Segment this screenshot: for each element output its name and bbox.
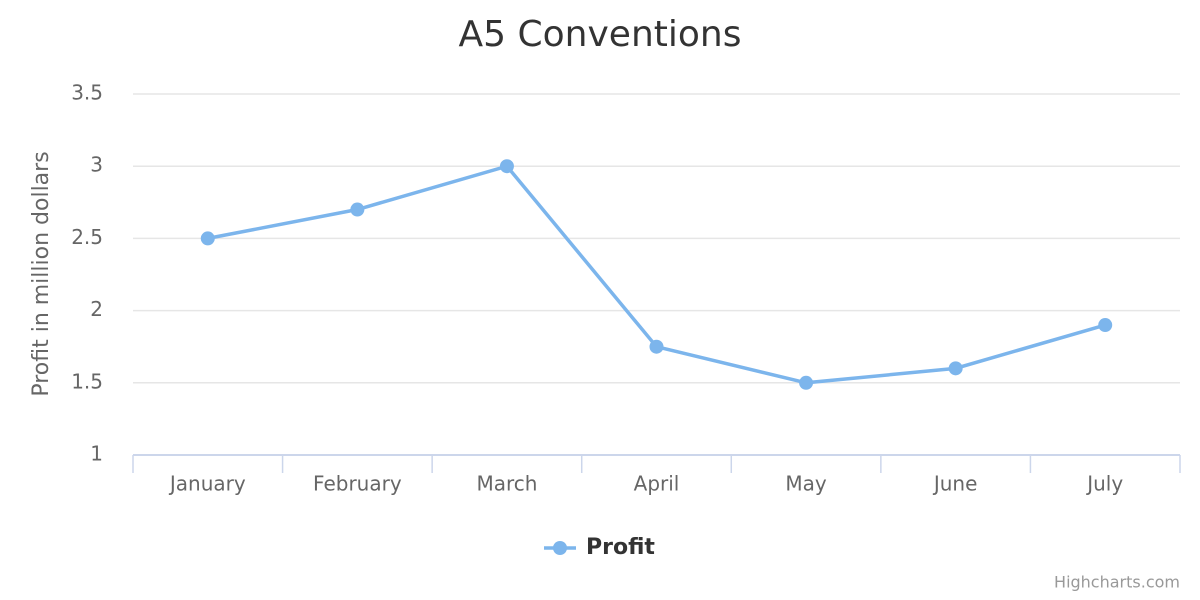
x-tick-label: June (932, 472, 978, 496)
y-tick-label: 1.5 (71, 369, 103, 393)
y-tick-label: 2.5 (71, 225, 103, 249)
y-tick-label: 2 (90, 297, 103, 321)
point (1098, 318, 1113, 333)
y-tick-label: 3 (90, 153, 103, 177)
chart-title: A5 Conventions (459, 14, 742, 55)
x-tick-label: April (634, 472, 680, 496)
y-tick-label: 1 (90, 442, 103, 466)
point (499, 159, 514, 174)
y-axis-label: Profit in million dollars (29, 151, 54, 396)
legend-marker (553, 541, 567, 555)
x-tick-label: January (168, 472, 246, 496)
point (948, 361, 963, 376)
credits[interactable]: Highcharts.com (1054, 573, 1180, 592)
x-tick-label: February (313, 472, 402, 496)
point (200, 231, 215, 246)
y-tick-label: 3.5 (71, 81, 103, 105)
legend-label[interactable]: Profit (586, 535, 655, 560)
x-tick-label: July (1085, 472, 1123, 496)
point (799, 375, 814, 390)
x-tick-label: March (476, 472, 537, 496)
x-tick-label: May (785, 472, 827, 496)
point (649, 339, 664, 354)
point (350, 202, 365, 217)
